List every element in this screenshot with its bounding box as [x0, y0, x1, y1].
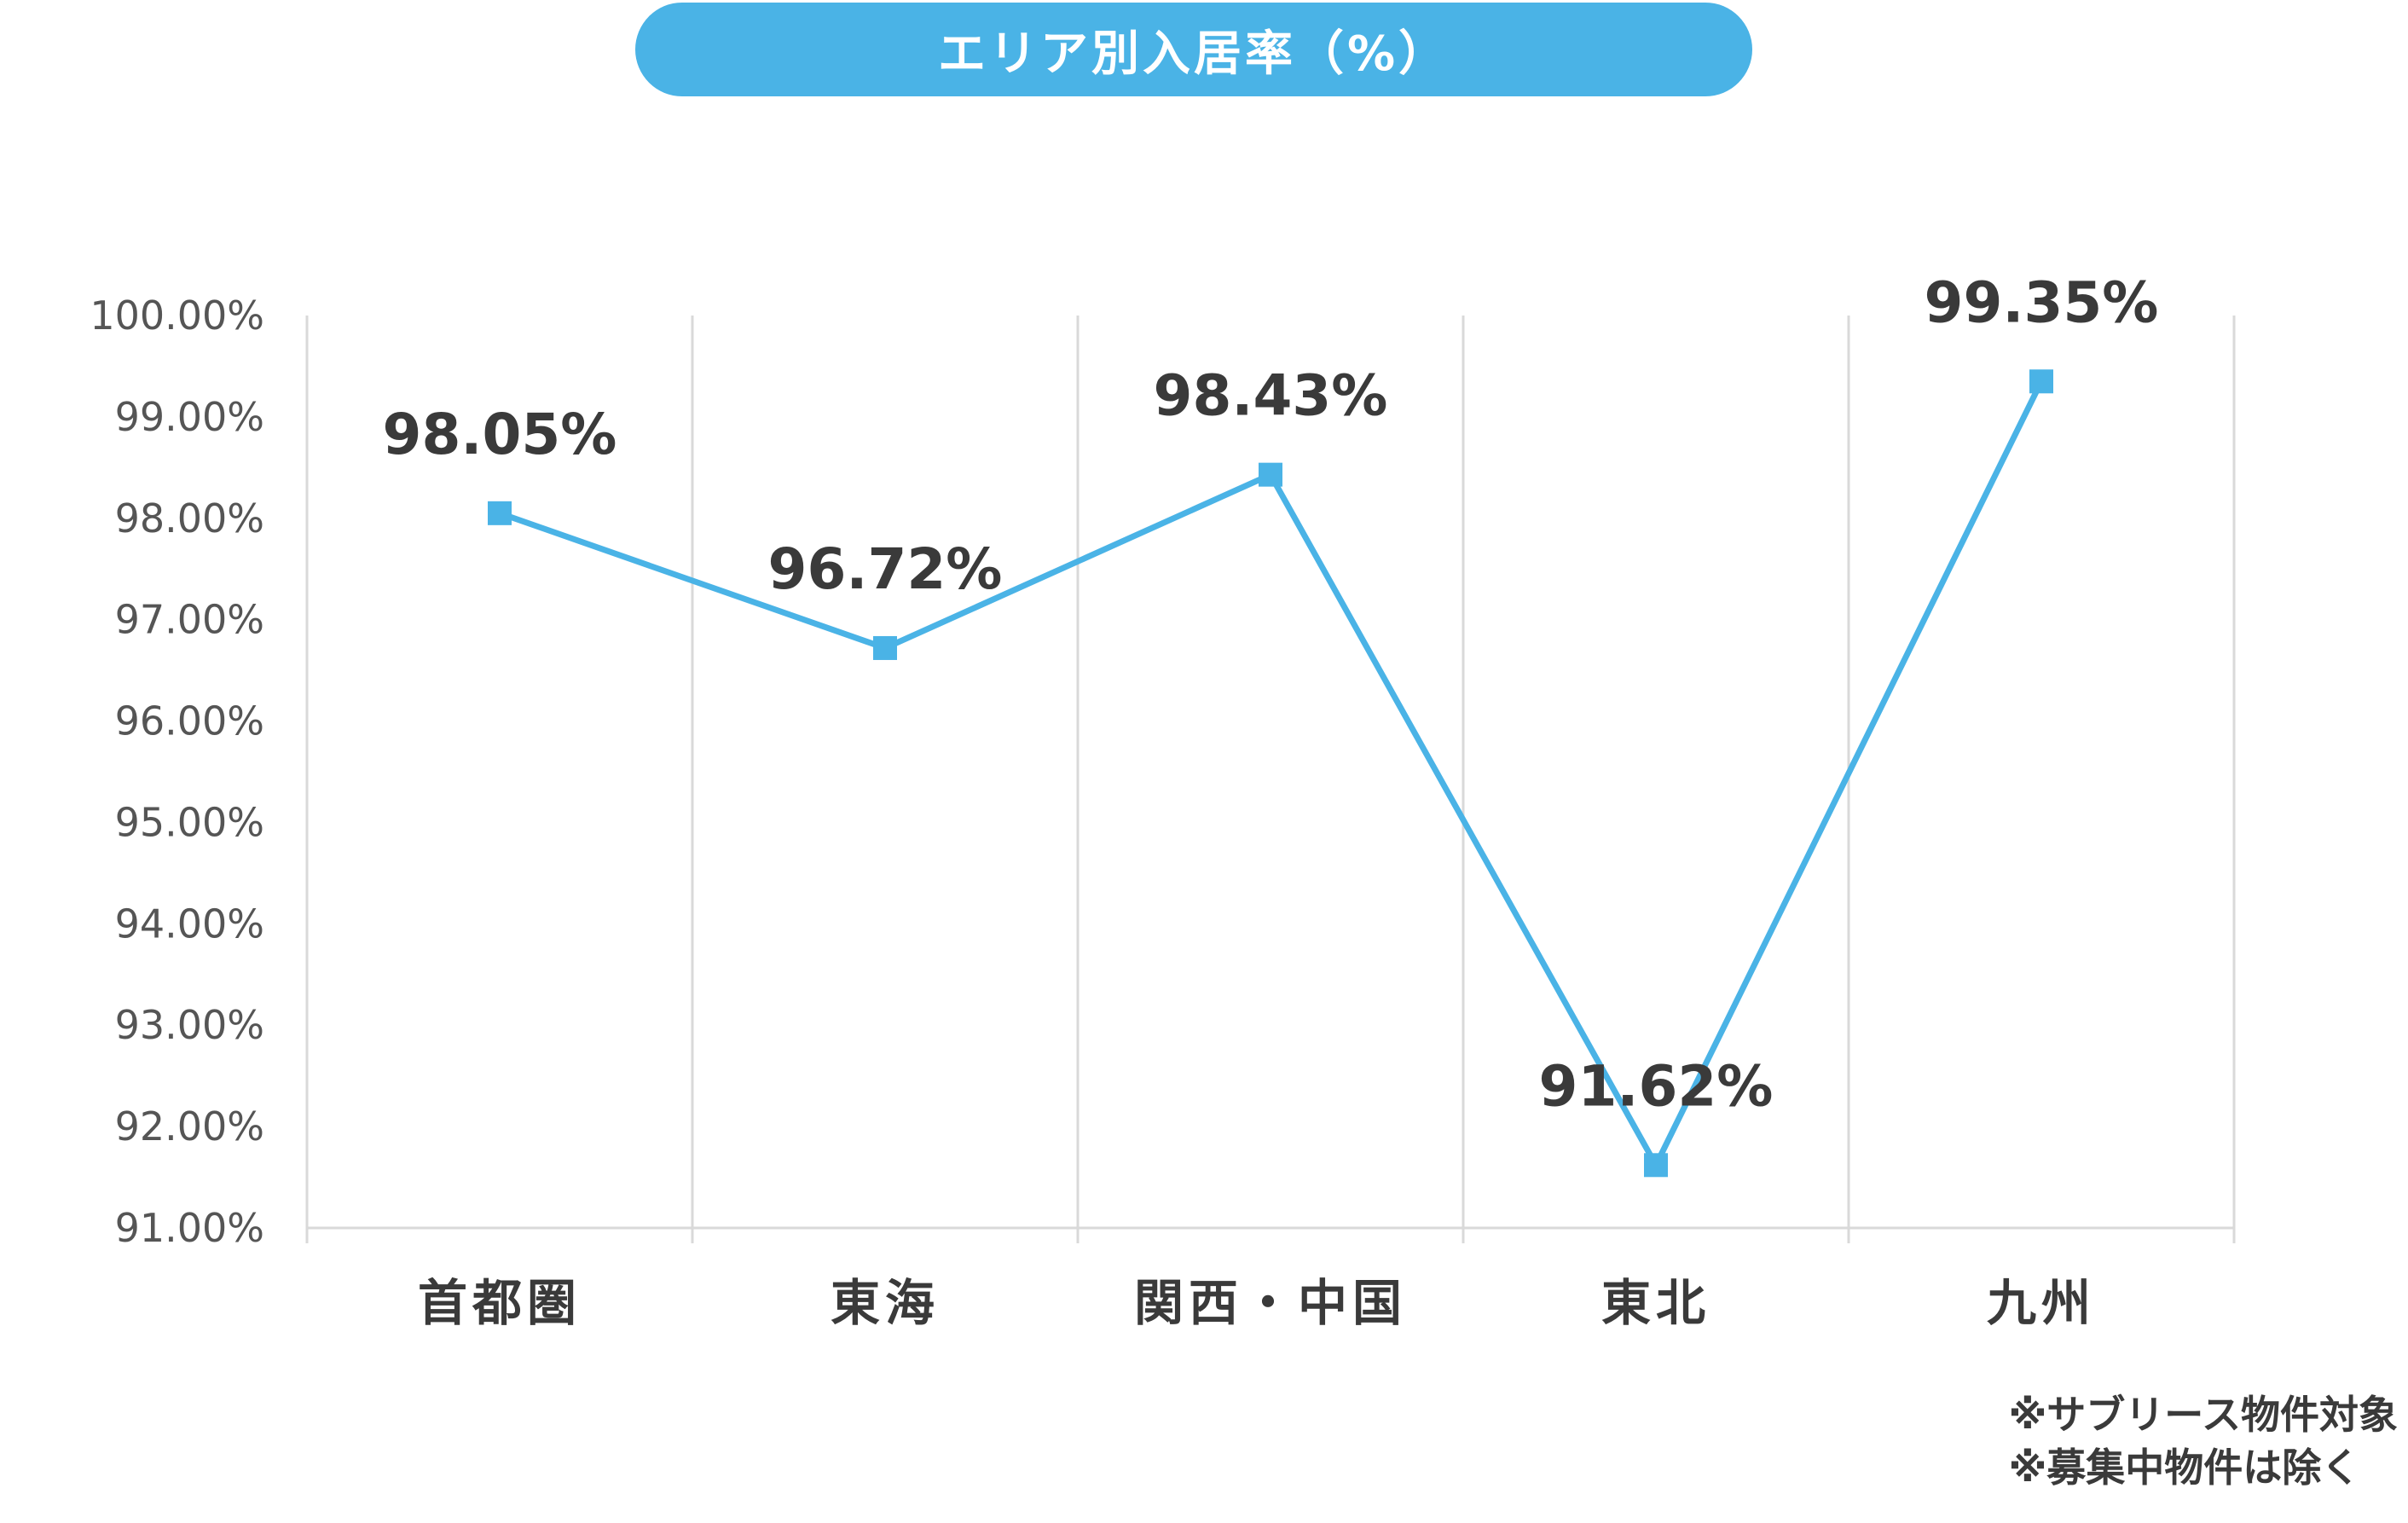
- y-tick-label: 96.00%: [115, 698, 264, 744]
- x-tick-label: 東海: [831, 1274, 940, 1332]
- data-point-marker: [873, 635, 897, 660]
- y-tick-label: 94.00%: [115, 900, 264, 947]
- data-label: 91.62%: [1539, 1053, 1774, 1119]
- x-tick-label: 首都圏: [418, 1274, 582, 1332]
- data-label: 98.05%: [383, 402, 617, 467]
- data-label: 98.43%: [1154, 363, 1388, 429]
- y-tick-label: 95.00%: [115, 799, 264, 845]
- y-tick-label: 99.00%: [115, 394, 264, 440]
- y-tick-label: 92.00%: [115, 1103, 264, 1149]
- x-tick-label: 九州: [1987, 1274, 2096, 1332]
- footnotes: ※サブリース物件対象 ※募集中物件は除く: [2009, 1388, 2398, 1494]
- footnote-line: ※サブリース物件対象: [2008, 1392, 2398, 1438]
- y-tick-label: 91.00%: [115, 1205, 264, 1251]
- footnote-line: ※募集中物件は除く: [2008, 1445, 2361, 1491]
- y-tick-label: 98.00%: [115, 495, 264, 541]
- y-tick-label: 97.00%: [115, 597, 264, 643]
- data-point-marker: [2029, 369, 2053, 394]
- data-point-marker: [488, 501, 512, 525]
- x-tick-label: 東北: [1601, 1274, 1710, 1332]
- chart-title-banner: エリア別入居率（%）: [635, 3, 1752, 96]
- y-tick-label: 93.00%: [115, 1002, 264, 1048]
- data-point-marker: [1259, 462, 1282, 487]
- data-label: 99.35%: [1925, 269, 2159, 335]
- series-line: [498, 379, 2045, 1168]
- chart-title: エリア別入居率（%）: [937, 26, 1450, 82]
- data-point-marker: [1644, 1153, 1668, 1178]
- data-label: 96.72%: [768, 536, 1003, 602]
- x-tick-label: 関西・中国: [1134, 1274, 1407, 1332]
- y-tick-label: 100.00%: [90, 292, 264, 339]
